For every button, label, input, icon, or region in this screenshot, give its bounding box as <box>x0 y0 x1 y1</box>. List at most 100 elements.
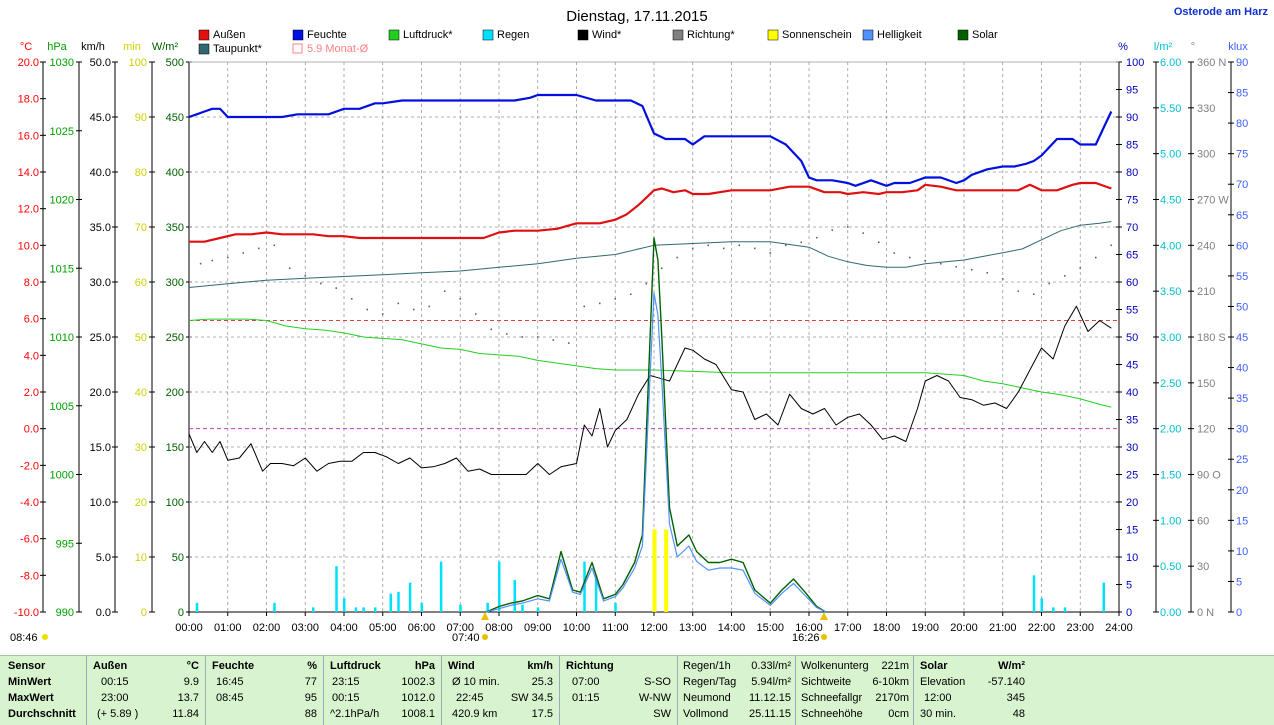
axis-solar-tick-label: 300 <box>166 277 184 289</box>
wind-max-time: 22:45 <box>456 692 484 704</box>
axis-rain-tick-label: 4.50 <box>1160 195 1181 207</box>
legend-label: Wind* <box>592 29 622 41</box>
axis-time-tick-label: 16:00 <box>795 622 823 634</box>
axis-temp-tick-label: 0.0 <box>24 424 39 436</box>
richtung-avg-value: SW <box>653 708 671 720</box>
direction-point <box>304 275 307 277</box>
axis-humidity-tick-label: 35 <box>1126 415 1138 427</box>
legend-swatch <box>388 29 400 41</box>
legend-label: Solar <box>972 29 998 41</box>
axis-solar-tick-label: 0 <box>178 607 184 619</box>
axis-wind-tick-label: 35.0 <box>90 222 111 234</box>
sunshine-bar <box>652 529 657 612</box>
axis-direction-tick-label: 30 <box>1197 561 1209 573</box>
direction-point <box>443 290 446 292</box>
sun-icon <box>482 634 488 640</box>
direction-point <box>1001 278 1004 280</box>
axis-humidity-tick-label: 5 <box>1126 580 1132 592</box>
series-helligkeit <box>486 292 826 613</box>
series-wind <box>188 305 1112 475</box>
axis-minutes-tick-label: 50 <box>135 332 147 344</box>
luftdruck-unit: hPa <box>414 660 435 672</box>
axis-time-tick-label: 12:00 <box>640 622 668 634</box>
row-durchschnitt: Durchschnitt <box>8 708 76 720</box>
axis-minutes-tick-label: 90 <box>135 112 147 124</box>
direction-point <box>831 229 834 231</box>
rain-bar <box>343 598 346 612</box>
axis-temp-tick-label: 8.0 <box>24 277 39 289</box>
aussen-min-time: 00:15 <box>101 676 129 688</box>
feuchte-min-value: 77 <box>304 676 317 688</box>
axis-humidity-tick-label: 60 <box>1126 277 1138 289</box>
axis-direction-unit: ° <box>1191 41 1195 53</box>
axis-pressure-tick-label: 1030 <box>50 57 74 69</box>
direction-point <box>288 267 291 270</box>
series-taupunkt <box>188 221 1112 288</box>
luftdruck-min-value: 1002.3 <box>401 676 435 688</box>
legend-label: Regen <box>497 29 529 41</box>
regen-1h-label: Regen/1h <box>683 660 731 672</box>
schneehoehe-value: 0cm <box>888 708 909 720</box>
axis-rain-tick-label: 5.50 <box>1160 103 1181 115</box>
axis-klux-tick-label: 0 <box>1236 607 1242 619</box>
axis-klux-tick-label: 55 <box>1236 271 1248 283</box>
axis-time-tick-label: 07:00 <box>446 622 474 634</box>
luftdruck-column: Luftdruck hPa 23:15 1002.3 00:15 1012.0 … <box>324 656 442 725</box>
luftdruck-max-time: 00:15 <box>332 692 360 704</box>
axis-klux-tick-label: 85 <box>1236 88 1248 100</box>
axis-solar-tick-label: 150 <box>166 442 184 454</box>
rain-bar <box>459 604 462 612</box>
neumond-label: Neumond <box>683 692 731 704</box>
axis-wind-tick-label: 10.0 <box>90 497 111 509</box>
axis-pressure-tick-label: 1010 <box>50 332 74 344</box>
feuchte-column: Feuchte % 16:45 77 08:45 95 88 <box>206 656 324 725</box>
axis-temp-tick-label: 4.0 <box>24 350 39 362</box>
aussen-avg-value: 11.84 <box>172 708 199 720</box>
axis-wind-tick-label: 25.0 <box>90 332 111 344</box>
direction-point <box>986 272 989 274</box>
legend-label: Sonnenschein <box>782 29 852 41</box>
sun-markers: 08:46 07:40 16:26 <box>10 612 828 644</box>
axis-direction-tick-label: 360 N <box>1197 57 1226 69</box>
axis-wind-tick-label: 5.0 <box>96 552 111 564</box>
direction-point <box>800 241 803 244</box>
axis-direction-tick-label: 180 S <box>1197 332 1226 344</box>
axis-pressure-tick-label: 995 <box>56 538 74 550</box>
direction-point <box>970 268 973 271</box>
axis-rain-tick-label: 6.00 <box>1160 57 1181 69</box>
axis-wind-tick-label: 45.0 <box>90 112 111 124</box>
axis-humidity-tick-label: 30 <box>1126 442 1138 454</box>
axis-rain-tick-label: 3.00 <box>1160 332 1181 344</box>
axis-time-tick-label: 15:00 <box>756 622 784 634</box>
sensor-column: Sensor MinWert MaxWert Durchschnitt <box>0 656 87 725</box>
luftdruck-min-time: 23:15 <box>332 676 360 688</box>
axis-klux-tick-label: 35 <box>1236 393 1248 405</box>
axis-temp-tick-label: -6.0 <box>20 534 39 546</box>
richtung-header: Richtung <box>566 660 614 672</box>
direction-point <box>1110 244 1113 247</box>
axis-direction-tick-label: 120 <box>1197 424 1215 436</box>
legend-swatch <box>198 43 210 55</box>
axis-humidity-tick-label: 90 <box>1126 112 1138 124</box>
axis-minutes-tick-label: 0 <box>141 607 147 619</box>
axis-klux-tick-label: 75 <box>1236 149 1248 161</box>
axis-humidity-tick-label: 85 <box>1126 140 1138 152</box>
rain-bar <box>536 607 540 612</box>
feuchte-unit: % <box>307 660 317 672</box>
axis-time-tick-label: 03:00 <box>291 622 319 634</box>
direction-point <box>1032 293 1035 296</box>
legend-label: Helligkeit <box>877 29 922 41</box>
axis-direction-tick-label: 0 N <box>1197 607 1214 619</box>
axis-direction-tick-label: 300 <box>1197 149 1215 161</box>
rain-bar <box>397 591 400 612</box>
axis-time-tick-label: 02:00 <box>253 622 281 634</box>
direction-point <box>691 247 694 250</box>
axis-pressure-tick-label: 1005 <box>50 401 74 413</box>
axis-temp-tick-label: 18.0 <box>18 94 39 106</box>
axis-temp-tick-label: -10.0 <box>14 607 39 619</box>
axis-rain-tick-label: 1.00 <box>1160 515 1181 527</box>
rain-bar <box>1102 582 1105 612</box>
axis-temp-tick-label: 6.0 <box>24 314 39 326</box>
aussen-column: Außen °C 00:15 9.9 23:00 13.7 (+ 5.89 ) … <box>87 656 206 725</box>
sunshine-bar <box>664 529 669 612</box>
